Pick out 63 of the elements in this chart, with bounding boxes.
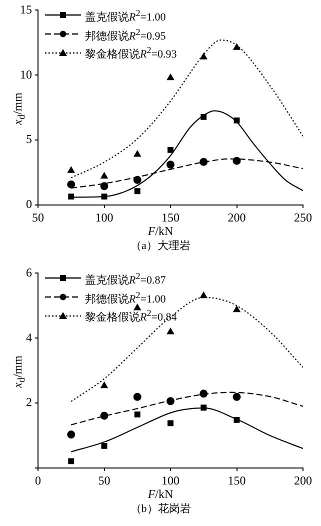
x-tick-label: 100 (95, 210, 114, 224)
point (200, 292, 208, 298)
point (200, 114, 207, 120)
legend-label: 黎金格假说R$^{2}$=0.93 (85, 44, 177, 62)
point (101, 442, 108, 449)
point (133, 176, 142, 184)
point (234, 117, 240, 124)
legend-label: 盖克假说R$^{2}$=0.87 (85, 270, 166, 288)
y-tick-label: 6 (26, 265, 32, 280)
x-tick-label: 100 (162, 473, 180, 488)
x-tick-label: 150 (162, 210, 180, 224)
point (100, 412, 108, 420)
point (166, 160, 174, 169)
point (166, 397, 174, 406)
line-series (70, 40, 303, 178)
point (166, 74, 174, 80)
x-tick-label: 0 (35, 473, 41, 488)
point (200, 158, 208, 166)
point (200, 53, 208, 60)
point (233, 306, 240, 312)
y-tick-label: 0 (26, 197, 32, 212)
point (200, 390, 208, 398)
y-tick-label: 2 (26, 395, 32, 410)
point (232, 156, 241, 165)
x-axis-title: F/kN (146, 224, 174, 239)
x-tick-label: 250 (294, 210, 312, 224)
point (166, 328, 174, 334)
y-tick-label: 4 (26, 330, 32, 344)
x-tick-label: 200 (294, 473, 312, 488)
point (234, 416, 240, 423)
x-axis-title: F/kN (146, 487, 174, 502)
legend-label: 黎金格假说R$^{2}$=0.84 (85, 307, 177, 325)
point (168, 146, 174, 153)
x-tick-label: 50 (32, 210, 44, 224)
legend-label: 盖克假说R$^{2}$=1.00 (85, 7, 166, 25)
point (232, 392, 241, 401)
point (134, 150, 141, 157)
point (67, 180, 76, 188)
point (68, 166, 75, 173)
x-tick-label: 150 (228, 473, 246, 488)
point (168, 420, 174, 426)
text: （b）花岗岩 (129, 502, 192, 516)
legend-label: 邦德假说R$^{2}$=0.95 (85, 26, 166, 44)
point (68, 194, 74, 200)
point (233, 44, 240, 50)
point (68, 458, 74, 464)
point (100, 382, 108, 388)
point (133, 392, 142, 401)
point (67, 430, 76, 439)
point (134, 304, 141, 310)
point (134, 188, 140, 194)
point (200, 404, 207, 411)
point (101, 194, 108, 200)
point (100, 182, 108, 190)
y-tick-label: 15 (20, 2, 32, 16)
point (134, 411, 140, 418)
x-tick-label: 200 (228, 210, 246, 224)
y-tick-label: 10 (20, 67, 32, 82)
point (100, 172, 108, 179)
x-tick-label: 50 (98, 473, 110, 488)
text: （a）大理岩 (130, 239, 192, 253)
legend-label: 邦德假说R$^{2}$=1.00 (85, 288, 166, 306)
y-tick-label: 5 (26, 132, 32, 146)
